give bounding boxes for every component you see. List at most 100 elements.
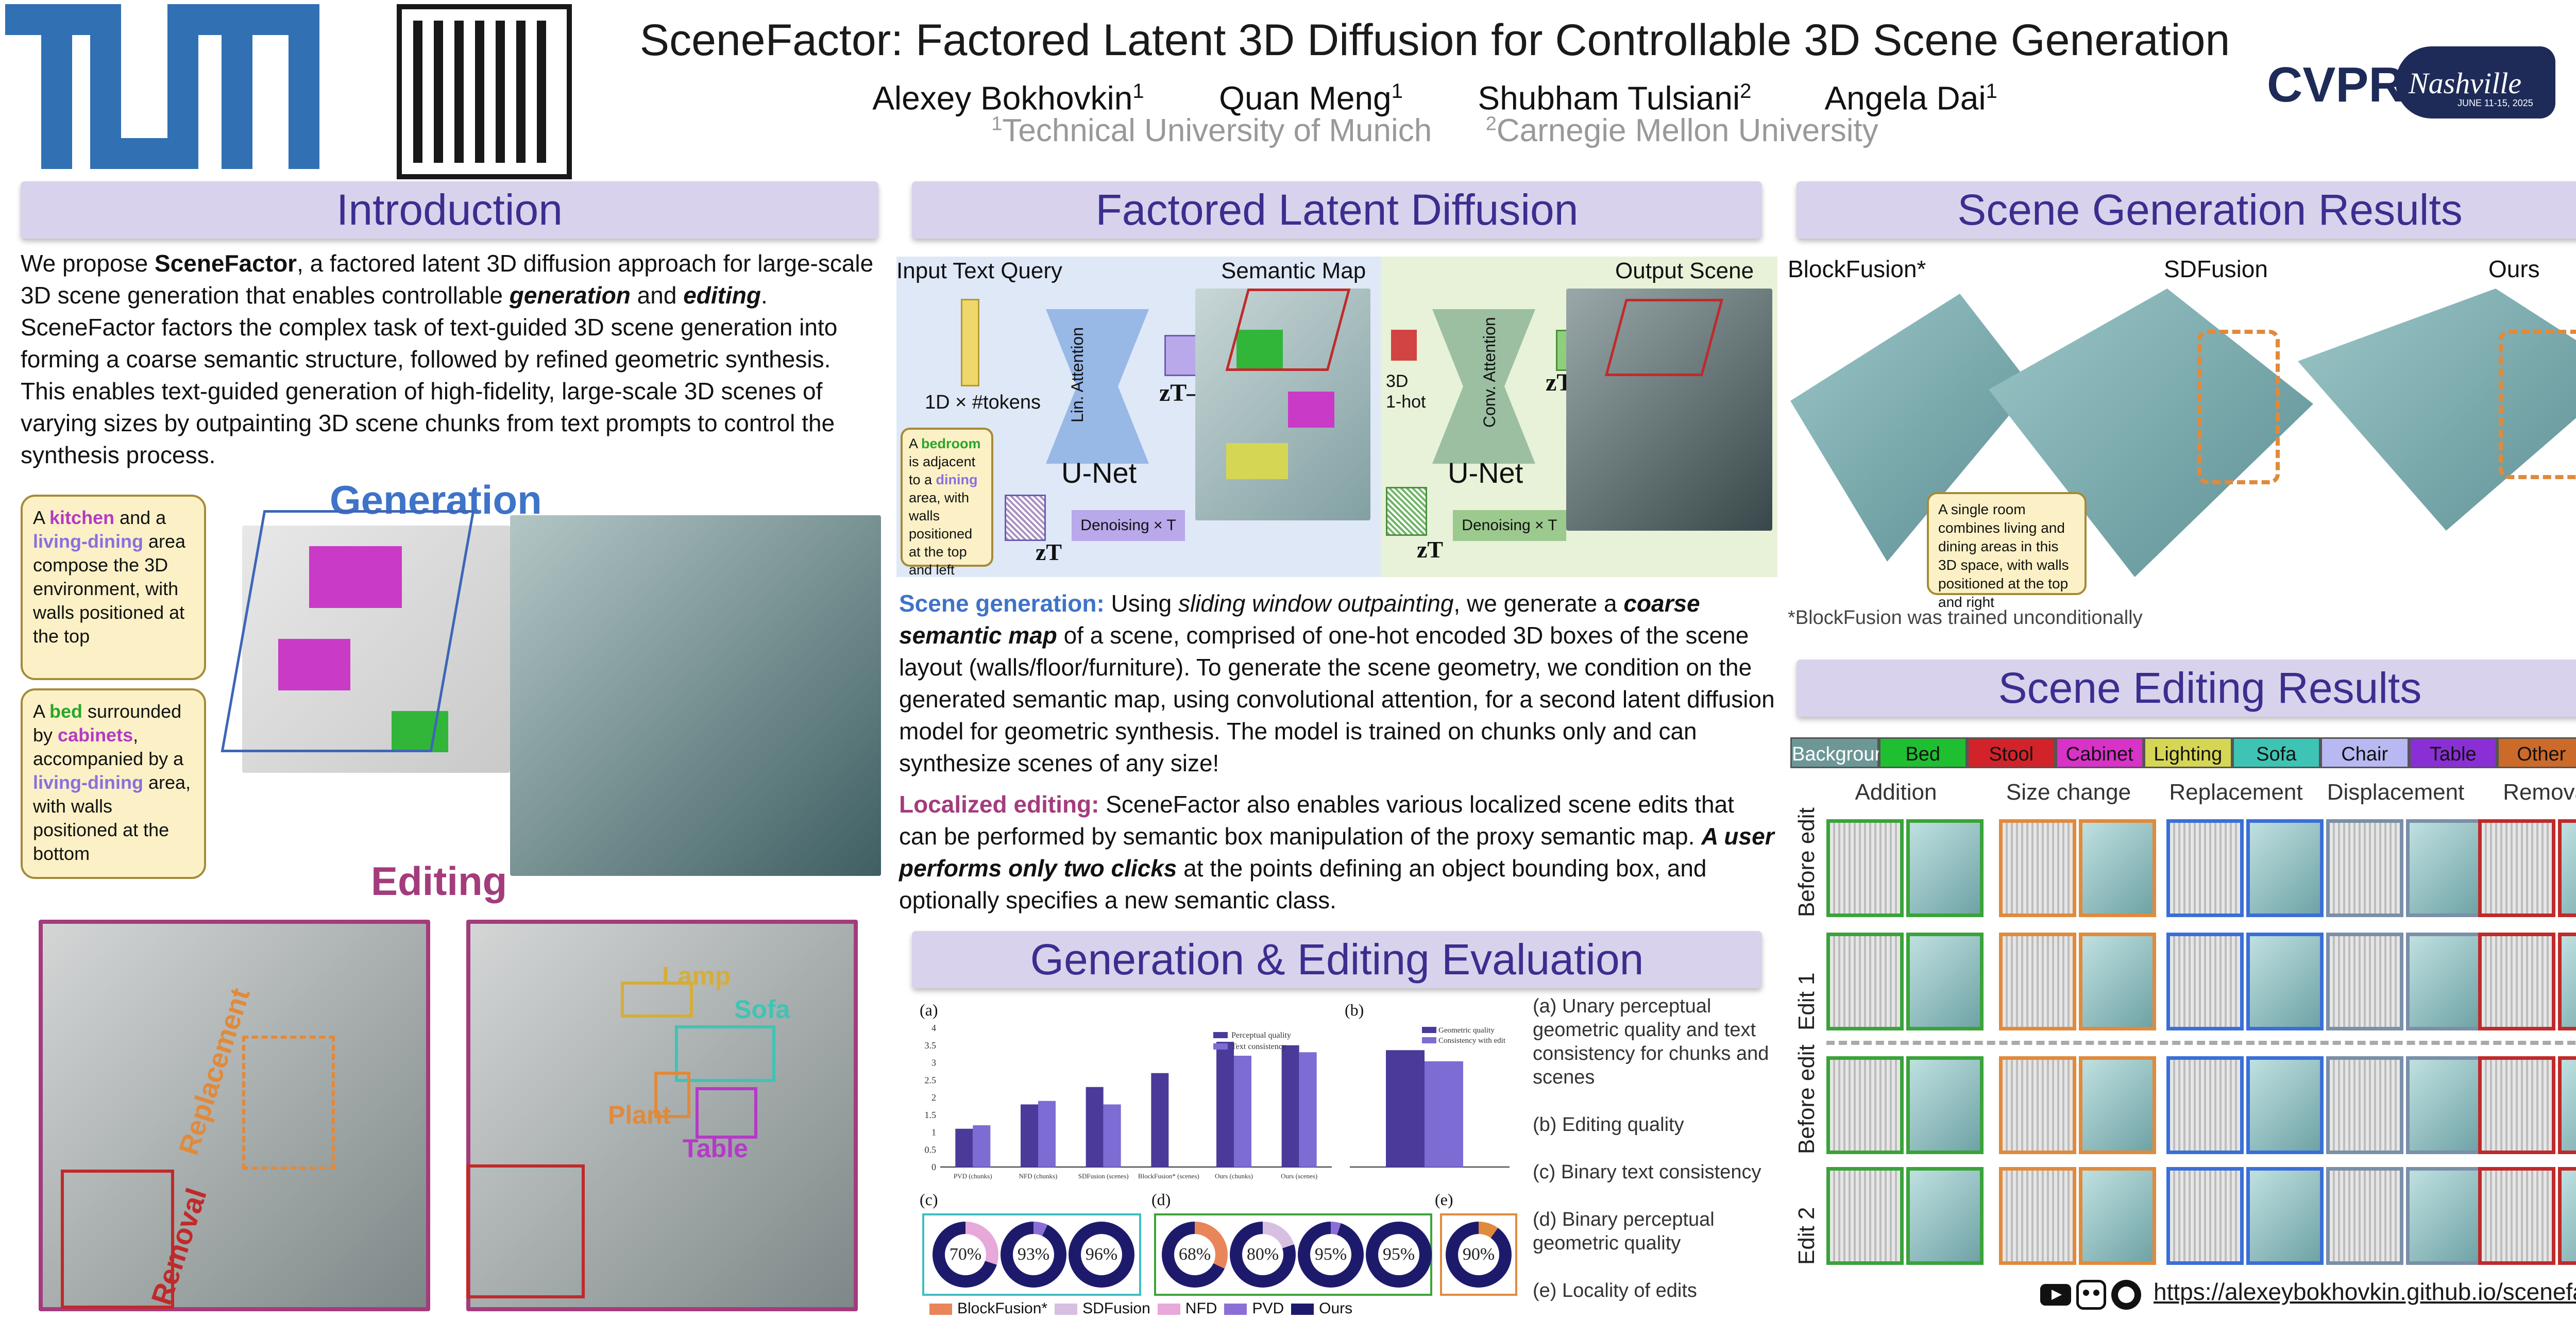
lamp-label: Lamp xyxy=(662,961,731,990)
note-text: is adjacent to a xyxy=(909,454,976,487)
edit-thumbnail xyxy=(2246,1167,2324,1265)
gen-heading: Scene generation: xyxy=(899,590,1105,617)
eval-descriptions: (a) Unary perceptual geometric quality a… xyxy=(1533,994,1775,1303)
author-sup: 1 xyxy=(1132,80,1144,103)
aff-sup: 1 xyxy=(991,113,1003,135)
edit-row-label: Before edit xyxy=(1794,807,1819,917)
note-text: , accompanied by a xyxy=(33,724,184,769)
x-tick-label: Ours (scenes) xyxy=(1281,1172,1317,1180)
panel-label-d: (d) xyxy=(1151,1190,1171,1209)
author-name: Shubham Tulsiani xyxy=(1478,79,1740,117)
edit-thumbnail xyxy=(2079,1056,2156,1154)
donut-chart: 68% xyxy=(1162,1222,1228,1288)
edit-thumbnail xyxy=(2478,1167,2555,1265)
edit-thumbnail xyxy=(1826,1167,1904,1265)
legend-swatch xyxy=(1422,1037,1436,1043)
table-box xyxy=(696,1087,757,1139)
author-name: Quan Meng xyxy=(1219,79,1392,117)
table-label: Table xyxy=(683,1134,748,1163)
semantic-map-label: Semantic Map xyxy=(1221,258,1366,283)
donut-label: 70% xyxy=(945,1234,986,1275)
section-heading-editing: Scene Editing Results xyxy=(1797,660,2576,717)
results-text-query-note: A single room combines living and dining… xyxy=(1927,492,2087,610)
col-label-blockfusion: BlockFusion* xyxy=(1788,256,1926,282)
edit-row-label: Before edit xyxy=(1794,1044,1819,1154)
edit-column-label: Addition xyxy=(1855,780,1937,805)
plant-box xyxy=(654,1072,690,1118)
legend-label: BlockFusion* xyxy=(957,1300,1048,1317)
affiliation-1: Technical University of Munich xyxy=(1002,113,1432,148)
method-text: , we generate a xyxy=(1453,590,1624,617)
qr-code[interactable] xyxy=(397,4,572,179)
y-tick-label: 0.5 xyxy=(925,1144,937,1155)
legend-label: SDFusion xyxy=(1082,1300,1150,1317)
cvpr-logo: CVPR Nashville JUNE 11-15, 2025 xyxy=(2267,46,2555,124)
replacement-box xyxy=(242,1036,335,1170)
grid-separator xyxy=(1826,1041,2576,1045)
section-heading-evaluation: Generation & Editing Evaluation xyxy=(912,931,1762,988)
author-name: Alexey Bokhovkin xyxy=(872,79,1133,117)
edit-thumbnail xyxy=(1826,819,1904,917)
eval-desc-a: (a) Unary perceptual geometric quality a… xyxy=(1533,995,1769,1088)
bar xyxy=(1151,1073,1169,1167)
donut-label: 80% xyxy=(1242,1234,1283,1275)
donut-panel-c xyxy=(922,1213,1141,1296)
removal-box xyxy=(466,1164,585,1298)
author-sup: 1 xyxy=(1986,80,1997,103)
note-text: and a xyxy=(114,507,166,528)
intro-text: . SceneFactor factors the complex task o… xyxy=(21,282,838,468)
highlight-dashed-box xyxy=(2499,330,2576,479)
note-text: A xyxy=(33,701,50,722)
z-t-label: zT xyxy=(1417,536,1444,563)
bar xyxy=(1386,1050,1425,1167)
poster-title: SceneFactor: Factored Latent 3D Diffusio… xyxy=(639,15,2230,65)
robot-icon[interactable] xyxy=(2076,1280,2106,1310)
panel-label-c: (c) xyxy=(920,1190,938,1209)
youtube-icon[interactable] xyxy=(2040,1284,2071,1306)
donut-label: 68% xyxy=(1174,1234,1215,1275)
edit-thumbnail xyxy=(2406,933,2483,1030)
tokens-label: 1D × #tokens xyxy=(925,392,1041,413)
tum-logo xyxy=(5,4,319,169)
github-icon[interactable] xyxy=(2111,1280,2141,1310)
legend-swatch xyxy=(1422,1027,1436,1033)
donut-chart: 95% xyxy=(1366,1222,1432,1288)
edit-thumbnail xyxy=(2478,1056,2555,1154)
plant-label: Plant xyxy=(608,1101,671,1129)
edit-thumbnail xyxy=(2079,1167,2156,1265)
project-url-link[interactable]: https://alexeybokhovkin.github.io/scenef… xyxy=(2154,1278,2576,1305)
edit-thumbnail xyxy=(2558,1056,2576,1154)
edit-column-label: Removal xyxy=(2503,780,2576,805)
edit-column-label: Displacement xyxy=(2327,780,2465,805)
legend-swatch xyxy=(1157,1304,1180,1315)
note-kw: bed xyxy=(49,701,83,722)
editing-label: Editing xyxy=(371,858,507,904)
legend-label: Geometric quality xyxy=(1438,1026,1495,1035)
legend-swatch xyxy=(929,1304,952,1315)
edit-thumbnail xyxy=(1826,933,1904,1030)
edit-thumbnail xyxy=(1906,1056,1984,1154)
intro-emph: generation xyxy=(509,282,631,309)
edit-row-label: Edit 2 xyxy=(1794,1207,1819,1265)
panel-label-e: (e) xyxy=(1435,1190,1453,1209)
donut-label: 90% xyxy=(1458,1234,1499,1275)
eval-desc-e: (e) Locality of edits xyxy=(1533,1280,1697,1301)
text-query-note: A kitchen and a living-dining area compo… xyxy=(21,495,206,680)
method-editing-paragraph: Localized editing: SceneFactor also enab… xyxy=(899,788,1775,916)
denoising-box: Denoising × T xyxy=(1453,510,1566,541)
bar xyxy=(1299,1052,1317,1167)
edit-thumbnail xyxy=(2406,1056,2483,1154)
method-emph: coarse semantic map xyxy=(899,590,1700,649)
donut-chart: 80% xyxy=(1230,1222,1296,1288)
authors: Alexey Bokhovkin1 Quan Meng1 Shubham Tul… xyxy=(592,70,2277,120)
section-heading-method: Factored Latent Diffusion xyxy=(912,181,1762,239)
semantic-box xyxy=(278,639,350,690)
eval-desc-d: (d) Binary perceptual geometric quality xyxy=(1533,1209,1715,1254)
legend-item: Background xyxy=(1790,737,1896,768)
y-tick-label: 3 xyxy=(931,1058,936,1068)
unet-label: U-Net xyxy=(1061,456,1137,489)
removal-box xyxy=(61,1170,174,1309)
legend-label: Ours xyxy=(1319,1300,1353,1317)
edit-thumbnail xyxy=(2406,819,2483,917)
conv-attention-label: Conv. Attention xyxy=(1480,317,1499,428)
